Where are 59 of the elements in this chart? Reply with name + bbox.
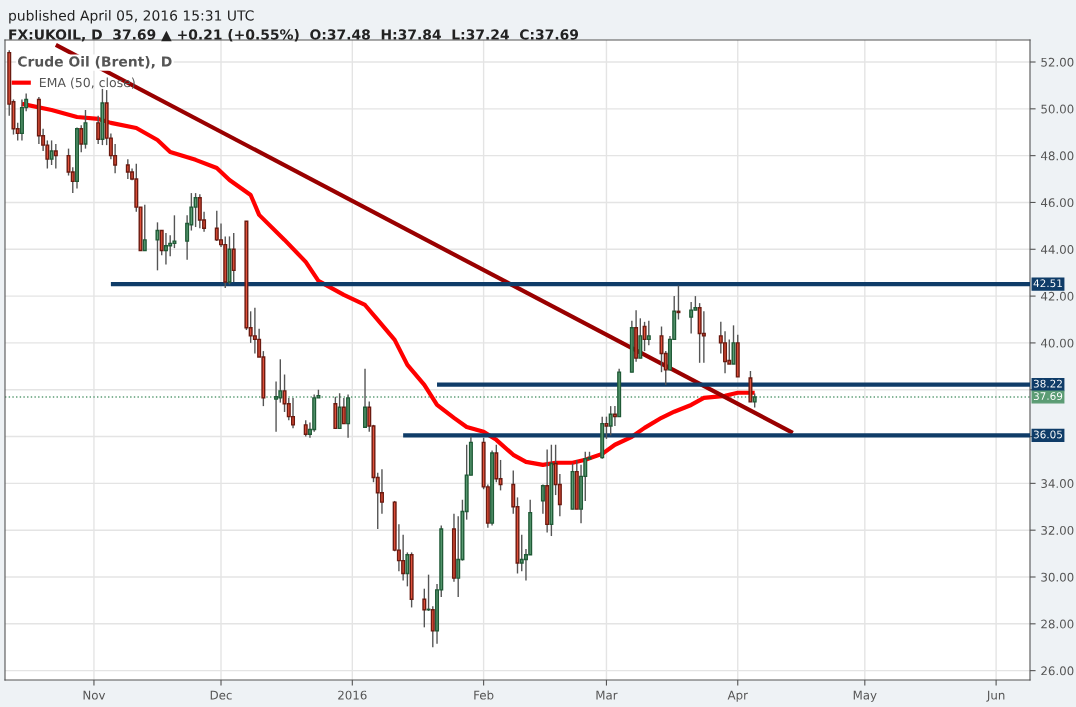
y-tick-label: 28.00 <box>1041 619 1074 629</box>
candlestick <box>142 204 147 252</box>
candlestick <box>676 284 681 321</box>
candlestick <box>83 109 88 150</box>
y-tick-label: 26.00 <box>1041 666 1074 676</box>
x-tick-label: Apr <box>727 690 748 702</box>
y-tick-label: 42.00 <box>1040 291 1074 301</box>
annotation: FX:UKOIL, D 37.69 ▲ +0.21 (+0.55%) O:37.48 H:37.84 L:37.24 C:37.69 <box>9 29 579 42</box>
candlestick <box>731 324 736 365</box>
candlestick <box>748 370 753 403</box>
y-tick-label: 40.00 <box>1040 338 1074 348</box>
candlestick <box>638 317 643 359</box>
x-tick-label: Nov <box>83 690 106 700</box>
x-tick-label: May <box>853 690 877 702</box>
candlestick <box>231 232 236 283</box>
text: Crude Oil (Brent), D <box>17 56 172 69</box>
data-label: 36.05 <box>1033 430 1062 439</box>
candlestick <box>612 405 617 427</box>
x-tick-label: Feb <box>474 690 494 700</box>
y-tick-label: 32.00 <box>1041 525 1074 535</box>
x-tick-label: 2016 <box>338 690 367 700</box>
candlestick <box>646 319 651 346</box>
candlestick <box>701 310 706 364</box>
y-tick-label: 48.00 <box>1040 151 1074 161</box>
candlestick <box>274 380 279 433</box>
data-label: 38.22 <box>1033 379 1062 388</box>
candlestick <box>125 158 130 180</box>
y-tick-label: 34.00 <box>1041 479 1074 489</box>
candlestick <box>608 405 613 437</box>
candlestick <box>689 301 694 335</box>
x-tick-label: Jun <box>986 690 1005 702</box>
y-tick-label: 44.00 <box>1040 245 1074 254</box>
x-tick-label: Mar <box>596 690 618 700</box>
candlestick <box>53 143 58 170</box>
candlestick <box>430 605 435 648</box>
text: published April 05, 2016 15:31 UTC <box>9 10 254 24</box>
candlestick <box>341 397 346 425</box>
y-tick-label: 50.00 <box>1041 104 1074 114</box>
candlestick <box>155 221 160 272</box>
candlestick <box>163 232 168 266</box>
candlestick <box>422 588 427 629</box>
candlestick <box>642 321 647 352</box>
y-tick-label: 46.00 <box>1040 198 1074 208</box>
candlestick <box>49 139 54 166</box>
candlestick <box>252 307 257 355</box>
candlestick <box>79 124 84 153</box>
ref-line-label: 37.69 <box>1033 392 1063 401</box>
y-tick-label: 52.00 <box>1041 57 1074 67</box>
candlestick <box>96 115 101 145</box>
candlestick <box>456 515 461 598</box>
candlestick <box>540 483 545 515</box>
candlestick <box>291 397 296 430</box>
data-label: 42.51 <box>1033 279 1062 288</box>
candlestick <box>379 468 384 515</box>
x-tick-label: Dec <box>210 690 232 700</box>
candlestick <box>604 415 609 440</box>
candlestick <box>193 192 198 228</box>
y-tick-label: 30.00 <box>1041 572 1074 582</box>
candlestick <box>197 193 202 229</box>
